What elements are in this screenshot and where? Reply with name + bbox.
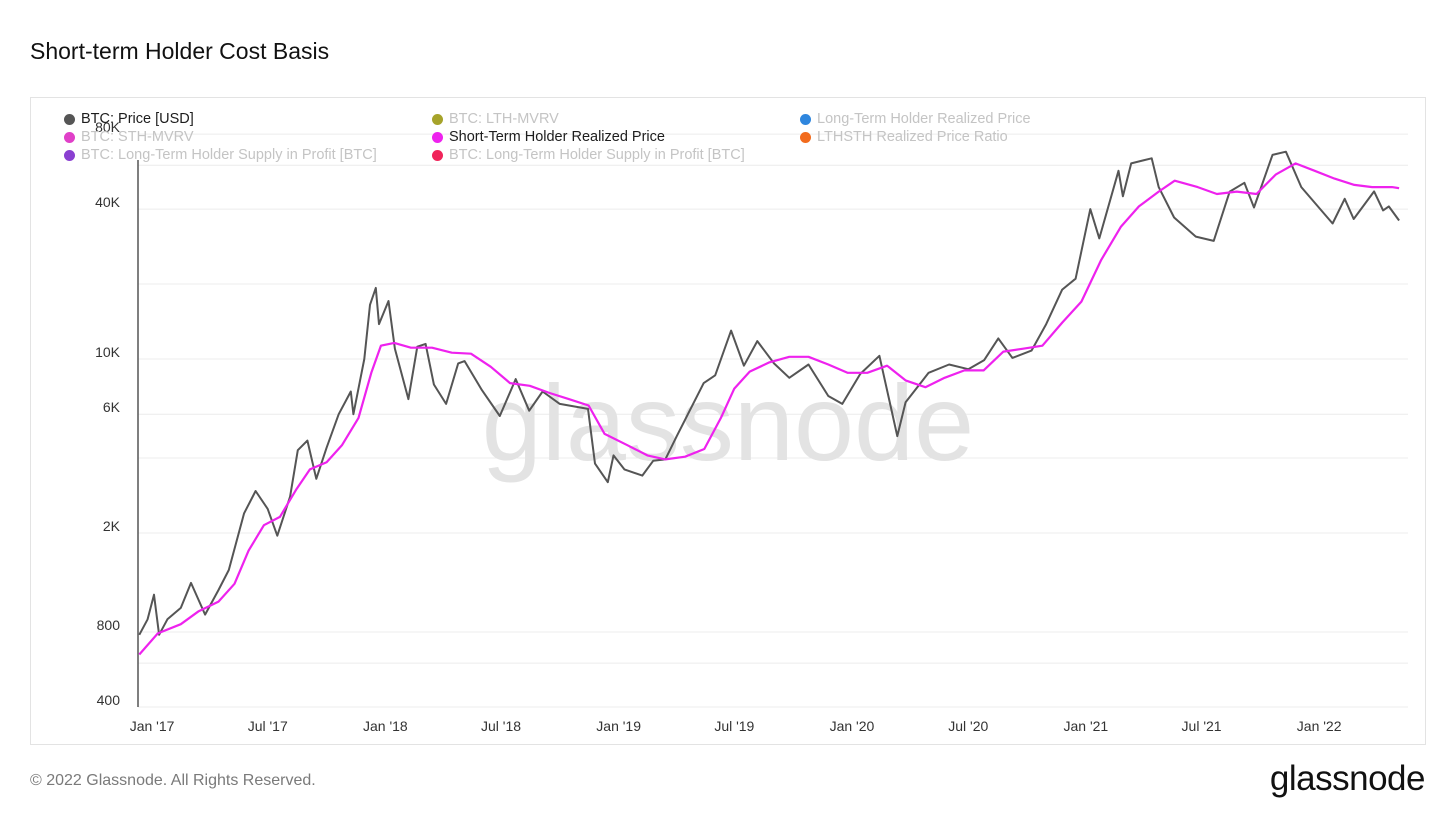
chart-panel bbox=[30, 97, 1426, 745]
watermark-text: glassnode bbox=[482, 362, 974, 483]
legend-label: BTC: Price [USD] bbox=[81, 111, 194, 127]
legend-item[interactable]: LTHSTH Realized Price Ratio bbox=[800, 129, 1008, 145]
y-tick-label: 800 bbox=[97, 617, 121, 633]
y-tick-label: 6K bbox=[103, 399, 121, 415]
legend-item[interactable]: BTC: STH-MVRV bbox=[64, 129, 194, 145]
y-tick-label: 40K bbox=[95, 194, 121, 210]
copyright-text: © 2022 Glassnode. All Rights Reserved. bbox=[30, 772, 316, 789]
x-tick-label: Jan '18 bbox=[363, 718, 408, 734]
y-tick-label: 80K bbox=[95, 119, 121, 135]
legend-dot-icon bbox=[64, 113, 75, 125]
legend-label: Long-Term Holder Realized Price bbox=[817, 111, 1031, 127]
legend-dot-icon bbox=[432, 113, 443, 125]
x-tick-label: Jan '20 bbox=[830, 718, 875, 734]
x-tick-label: Jan '17 bbox=[130, 718, 175, 734]
legend-item[interactable]: BTC: Long-Term Holder Supply in Profit [… bbox=[64, 147, 377, 163]
legend-dot-icon bbox=[432, 131, 443, 143]
series-lines bbox=[138, 150, 1400, 656]
legend-dot-icon bbox=[800, 113, 811, 125]
legend-label: BTC: Long-Term Holder Supply in Profit [… bbox=[81, 147, 377, 163]
x-tick-label: Jan '19 bbox=[596, 718, 641, 734]
x-tick-label: Jan '22 bbox=[1297, 718, 1342, 734]
legend-item[interactable]: Long-Term Holder Realized Price bbox=[800, 111, 1031, 127]
legend-item[interactable]: Short-Term Holder Realized Price bbox=[432, 129, 665, 145]
grid-lines bbox=[138, 133, 1408, 708]
legend-item[interactable]: BTC: Long-Term Holder Supply in Profit [… bbox=[432, 147, 745, 163]
x-tick-label: Jul '20 bbox=[948, 718, 988, 734]
legend-item[interactable]: BTC: LTH-MVRV bbox=[432, 111, 559, 127]
x-tick-label: Jul '19 bbox=[714, 718, 754, 734]
chart-title: Short-term Holder Cost Basis bbox=[30, 38, 330, 64]
x-tick-label: Jul '17 bbox=[248, 718, 288, 734]
legend-label: LTHSTH Realized Price Ratio bbox=[817, 129, 1008, 145]
legend-label: BTC: STH-MVRV bbox=[81, 129, 194, 145]
legend-dot-icon bbox=[64, 131, 75, 143]
legend-label: BTC: LTH-MVRV bbox=[449, 111, 559, 127]
legend-dot-icon bbox=[432, 149, 443, 161]
x-tick-label: Jul '18 bbox=[481, 718, 521, 734]
y-tick-labels: 400 800 2K 6K 10K 40K 80K bbox=[95, 119, 121, 708]
x-tick-label: Jul '21 bbox=[1182, 718, 1222, 734]
legend-dot-icon bbox=[800, 131, 811, 143]
legend-dot-icon bbox=[64, 149, 75, 161]
legend-label: BTC: Long-Term Holder Supply in Profit [… bbox=[449, 147, 745, 163]
y-tick-label: 400 bbox=[97, 692, 121, 708]
y-tick-label: 10K bbox=[95, 344, 121, 360]
x-tick-labels: Jan '17 Jul '17 Jan '18 Jul '18 Jan '19 Jul '… bbox=[130, 718, 1342, 734]
x-tick-label: Jan '21 bbox=[1064, 718, 1109, 734]
legend-item[interactable]: BTC: Price [USD] bbox=[64, 111, 194, 127]
y-tick-label: 2K bbox=[103, 518, 121, 534]
sth-realized-price-line bbox=[138, 162, 1400, 656]
legend-label: Short-Term Holder Realized Price bbox=[449, 129, 665, 145]
brand-logo: glassnode bbox=[1269, 759, 1426, 798]
